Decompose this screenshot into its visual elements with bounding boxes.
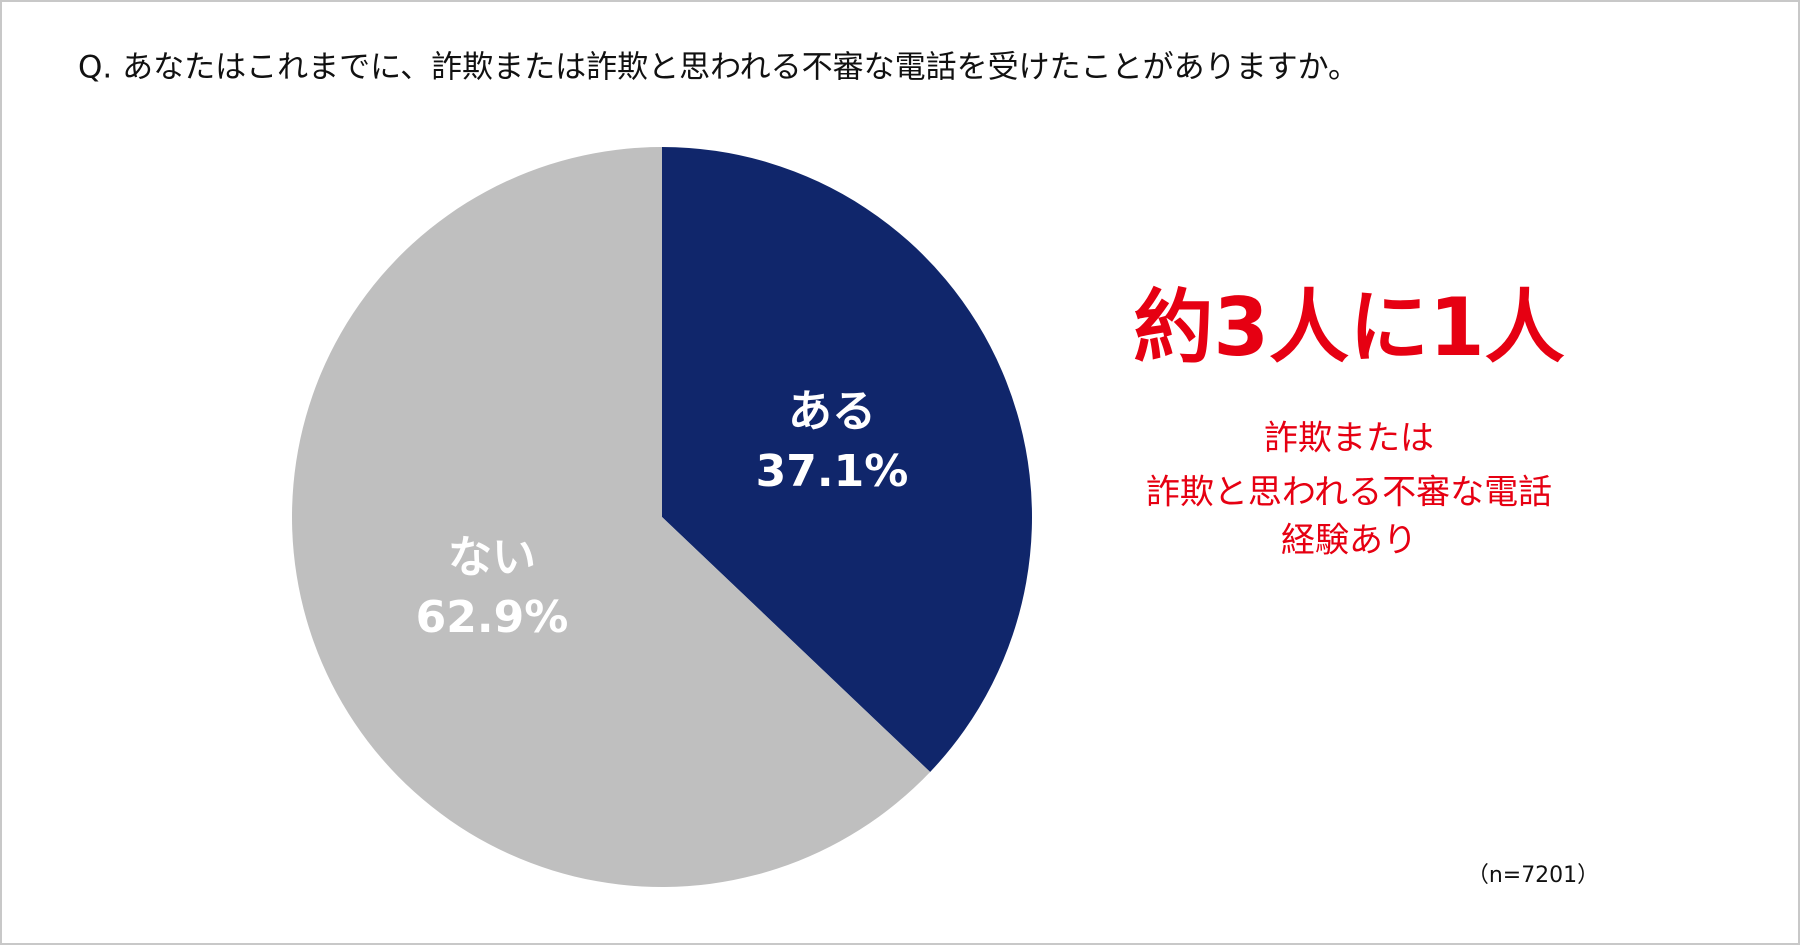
chart-title: Q. あなたはこれまでに、詐欺または詐欺と思われる不審な電話を受けたことがありま… [78,50,1359,86]
annotation-line: 経験あり [1281,521,1417,561]
value-label: 37.1% [756,446,909,497]
annotation-line: 詐欺または [1264,419,1434,459]
note: （n=7201） [1467,863,1599,888]
annotation: 約3人に1人 [1133,281,1564,374]
pie-slice [662,147,1032,772]
pie-slice [292,147,931,887]
slice-label: ある [788,386,876,437]
slice-label: ない [448,532,536,583]
annotation-line: 詐欺と思われる不審な電話 [1146,473,1552,513]
value-label: 62.9% [416,592,569,643]
